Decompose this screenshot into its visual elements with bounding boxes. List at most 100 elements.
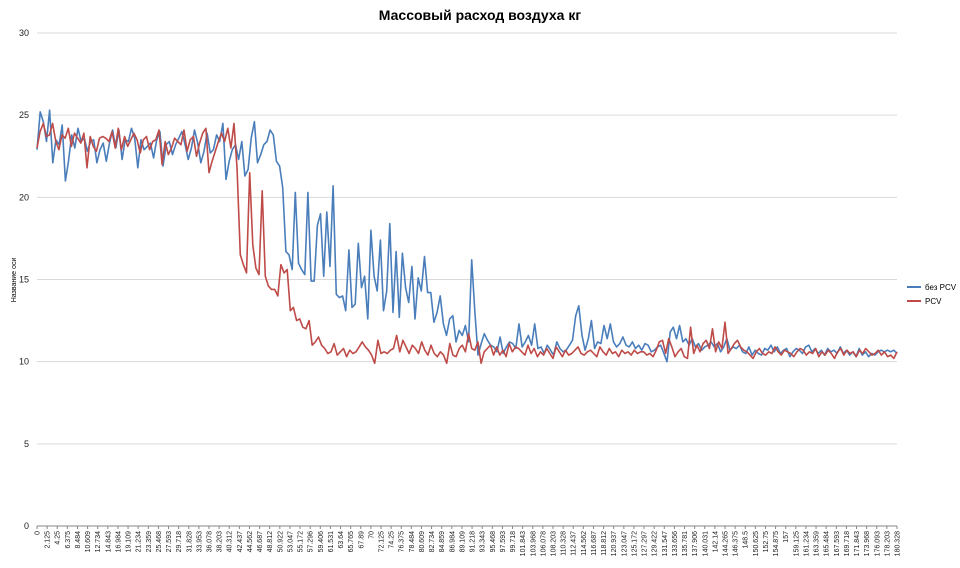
x-tick-label: 57.296 bbox=[308, 531, 315, 553]
x-tick-label: 8.484 bbox=[75, 531, 82, 549]
x-tick-label: 146.375 bbox=[733, 531, 740, 556]
x-tick-label: 180.328 bbox=[895, 531, 902, 556]
y-tick-label: 30 bbox=[19, 28, 29, 38]
x-tick-label: 23.359 bbox=[146, 531, 153, 553]
y-tick-label: 20 bbox=[19, 192, 29, 202]
x-tick-label: 140.031 bbox=[702, 531, 709, 556]
x-tick-label: 31.828 bbox=[186, 531, 193, 553]
x-tick-label: 29.718 bbox=[176, 531, 183, 553]
x-tick-label: 78.484 bbox=[409, 531, 416, 553]
x-tick-label: 14.843 bbox=[105, 531, 112, 553]
legend-label: без PCV bbox=[925, 283, 957, 292]
x-tick-label: 65.765 bbox=[348, 531, 355, 553]
y-tick-label: 10 bbox=[19, 357, 29, 367]
x-tick-label: 103.968 bbox=[530, 531, 537, 556]
x-tick-label: 27.593 bbox=[166, 531, 173, 553]
y-tick-label: 0 bbox=[24, 521, 29, 531]
x-tick-label: 80.609 bbox=[419, 531, 426, 553]
x-tick-label: 46.687 bbox=[257, 531, 264, 553]
x-tick-label: 154.875 bbox=[773, 531, 780, 556]
x-tick-label: 76.375 bbox=[399, 531, 406, 553]
x-tick-label: 95.468 bbox=[490, 531, 497, 553]
x-tick-label: 114.562 bbox=[581, 531, 588, 556]
x-tick-label: 40.312 bbox=[227, 531, 234, 553]
x-tick-label: 127.297 bbox=[642, 531, 649, 556]
x-tick-label: 120.937 bbox=[611, 531, 618, 556]
x-tick-label: 116.687 bbox=[591, 531, 598, 556]
x-tick-label: 19.109 bbox=[126, 531, 133, 553]
x-tick-label: 36.078 bbox=[207, 531, 214, 553]
x-tick-label: 72.125 bbox=[379, 531, 386, 553]
x-tick-label: 125.172 bbox=[631, 531, 638, 556]
x-tick-label: 144.265 bbox=[723, 531, 730, 556]
x-tick-label: 91.218 bbox=[470, 531, 477, 553]
x-tick-label: 59.406 bbox=[318, 531, 325, 553]
x-tick-label: 70 bbox=[368, 531, 375, 539]
x-tick-label: 16.984 bbox=[115, 531, 122, 553]
x-tick-label: 0 bbox=[35, 531, 42, 535]
x-tick-label: 169.718 bbox=[844, 531, 851, 556]
series-lines bbox=[36, 109, 898, 365]
x-tick-label: 163.359 bbox=[814, 531, 821, 556]
x-tick-label: 33.953 bbox=[196, 531, 203, 553]
x-tick-label: 137.906 bbox=[692, 531, 699, 556]
x-tick-label: 50.922 bbox=[277, 531, 284, 553]
legend: без PCV PCV bbox=[907, 283, 957, 306]
x-tick-label: 176.093 bbox=[874, 531, 881, 556]
x-tick-label: 171.843 bbox=[854, 531, 861, 556]
series-line bbox=[36, 122, 898, 365]
chart-title: Массовый расход воздуха кг bbox=[379, 7, 582, 23]
x-tick-label: 4.25 bbox=[55, 531, 62, 545]
x-tick-label: 123.047 bbox=[621, 531, 628, 556]
x-tick-label: 25.468 bbox=[156, 531, 163, 553]
x-tick-label: 152.75 bbox=[763, 531, 770, 553]
x-tick-label: 53.047 bbox=[287, 531, 294, 553]
x-tick-label: 148.5 bbox=[743, 531, 750, 549]
x-tick-label: 167.593 bbox=[834, 531, 841, 556]
x-tick-label: 63.64 bbox=[338, 531, 345, 549]
x-tick-label: 44.562 bbox=[247, 531, 254, 553]
y-tick-label: 5 bbox=[24, 439, 29, 449]
x-tick-label: 173.968 bbox=[864, 531, 871, 556]
x-tick-label: 131.547 bbox=[662, 531, 669, 556]
x-tick-label: 48.812 bbox=[267, 531, 274, 553]
x-tick-label: 118.812 bbox=[601, 531, 608, 556]
x-tick-label: 38.203 bbox=[217, 531, 224, 553]
x-tick-label: 165.484 bbox=[824, 531, 831, 556]
x-tick-label: 112.437 bbox=[571, 531, 578, 556]
x-tick-label: 106.078 bbox=[540, 531, 547, 556]
x-tick-label: 21.234 bbox=[136, 531, 143, 553]
x-tick-label: 150.625 bbox=[753, 531, 760, 556]
x-tick-label: 101.843 bbox=[520, 531, 527, 556]
x-tick-label: 129.422 bbox=[652, 531, 659, 556]
x-tick-label: 6.375 bbox=[65, 531, 72, 549]
series-line bbox=[36, 109, 898, 363]
y-tick-label: 25 bbox=[19, 110, 29, 120]
x-tick-label: 61.531 bbox=[328, 531, 335, 553]
x-tick-label: 142.14 bbox=[712, 531, 719, 553]
x-tick-label: 157 bbox=[783, 531, 790, 543]
x-tick-label: 161.234 bbox=[803, 531, 810, 556]
x-tick-labels: 0 2.125 4.25 6.375 8.484 10.609 12.734 14.843 16… bbox=[35, 526, 902, 556]
x-tick-label: 89.109 bbox=[459, 531, 466, 553]
y-axis-label: Название оси bbox=[11, 258, 18, 303]
x-tick-label: 55.172 bbox=[298, 531, 305, 553]
x-tick-label: 110.328 bbox=[561, 531, 568, 556]
legend-label: PCV bbox=[925, 297, 942, 306]
x-tick-label: 67.89 bbox=[358, 531, 365, 549]
x-tick-label: 2.125 bbox=[45, 531, 52, 549]
x-tick-label: 74.25 bbox=[389, 531, 396, 549]
x-tick-label: 133.656 bbox=[672, 531, 679, 556]
x-tick-label: 42.437 bbox=[237, 531, 244, 553]
x-tick-label: 86.984 bbox=[449, 531, 456, 553]
grid-lines bbox=[37, 32, 897, 527]
x-tick-label: 12.734 bbox=[95, 531, 102, 553]
x-tick-label: 108.203 bbox=[551, 531, 558, 556]
x-tick-label: 135.781 bbox=[682, 531, 689, 556]
x-tick-label: 84.859 bbox=[439, 531, 446, 553]
y-tick-label: 15 bbox=[19, 275, 29, 285]
x-tick-label: 93.343 bbox=[480, 531, 487, 553]
y-tick-labels: 0 5 10 15 20 25 30 bbox=[19, 28, 29, 531]
